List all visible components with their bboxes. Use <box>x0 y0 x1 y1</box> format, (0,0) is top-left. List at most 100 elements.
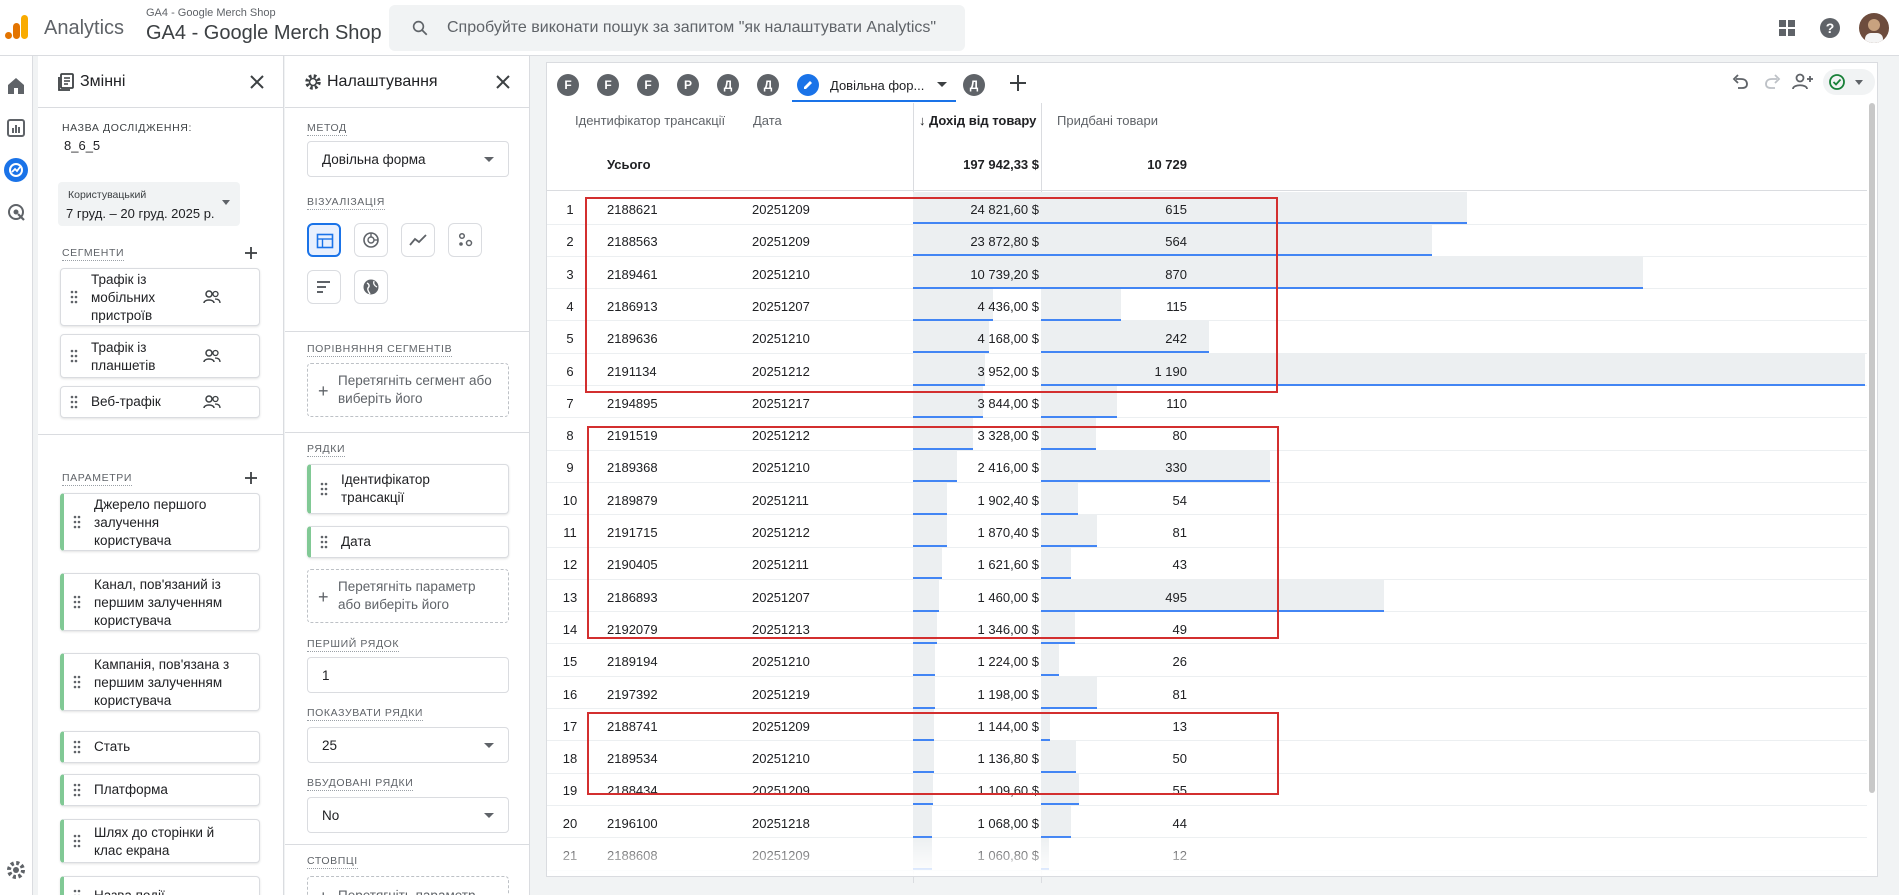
table-row[interactable]: 5 2189636 20251210 4 168,00 $ 242 <box>547 321 1867 354</box>
settings-icon <box>305 74 321 90</box>
dimension-chip[interactable]: Кампанія, пов'язана з першим залученням ко… <box>60 653 260 711</box>
table-row[interactable]: 4 2186913 20251207 4 436,00 $ 115 <box>547 288 1867 322</box>
drag-handle-icon[interactable] <box>320 482 328 496</box>
drag-handle-icon[interactable] <box>70 290 78 304</box>
drag-handle-icon[interactable] <box>73 675 81 689</box>
table-row[interactable]: 8 2191519 20251212 3 328,00 $ 80 <box>547 418 1867 451</box>
table-viz-button[interactable] <box>307 223 341 257</box>
sort-arrow-icon[interactable]: ↓ <box>919 113 926 128</box>
search-input[interactable] <box>447 13 947 43</box>
drag-handle-icon[interactable] <box>73 783 81 797</box>
dimension-chip[interactable]: Шлях до сторінки й клас екрана <box>60 819 260 863</box>
drag-handle-icon[interactable] <box>320 535 328 549</box>
date-range-picker[interactable]: Користувацький 7 груд. – 20 груд. 2025 р… <box>58 182 240 226</box>
table-row[interactable]: 2 2188563 20251209 23 872,80 $ 564 <box>547 224 1867 257</box>
line-viz-button[interactable] <box>401 223 435 257</box>
column-header-date[interactable]: Дата <box>753 113 782 128</box>
table-row[interactable]: 10 2189879 20251211 1 902,40 $ 54 <box>547 482 1867 516</box>
home-icon[interactable] <box>4 74 28 98</box>
close-icon[interactable] <box>247 72 267 92</box>
tab[interactable]: P <box>672 68 702 98</box>
reports-icon[interactable] <box>4 116 28 140</box>
property-name[interactable]: GA4 - Google Merch Shop <box>146 22 382 44</box>
drag-handle-icon[interactable] <box>70 349 78 363</box>
show-rows-select[interactable]: 25 <box>307 727 509 763</box>
add-tab-icon[interactable] <box>1002 67 1034 99</box>
tab[interactable]: F <box>592 68 622 98</box>
revenue-cell: 3 328,00 $ <box>977 428 1039 444</box>
dimension-chip[interactable]: Назва події <box>60 876 260 895</box>
close-icon[interactable] <box>493 72 513 92</box>
drag-handle-icon[interactable] <box>73 834 81 848</box>
analytics-logo-icon[interactable] <box>4 14 30 40</box>
table-row[interactable]: 13 2186893 20251207 1 460,00 $ 495 <box>547 579 1867 613</box>
tab[interactable]: F <box>632 68 662 98</box>
donut-viz-icon <box>363 232 379 248</box>
table-row[interactable]: 16 2197392 20251219 1 198,00 $ 81 <box>547 676 1867 709</box>
tab[interactable]: Д <box>752 68 782 98</box>
tab[interactable]: Д <box>958 68 988 98</box>
explore-icon[interactable] <box>4 158 28 182</box>
table-row[interactable]: 17 2188741 20251209 1 144,00 $ 13 <box>547 708 1867 742</box>
drag-handle-icon[interactable] <box>73 515 81 529</box>
search-box[interactable] <box>389 5 965 51</box>
table-row[interactable]: 15 2189194 20251210 1 224,00 $ 26 <box>547 644 1867 677</box>
row-drop-zone[interactable]: + Перетягніть параметр або виберіть його <box>307 569 509 623</box>
table-row[interactable]: 11 2191715 20251212 1 870,40 $ 81 <box>547 515 1867 548</box>
column-header-transaction-id[interactable]: Ідентифікатор трансакції <box>575 113 726 128</box>
help-icon[interactable]: ? <box>1818 16 1842 40</box>
drag-handle-icon[interactable] <box>70 395 78 409</box>
drag-handle-icon[interactable] <box>73 595 81 609</box>
row-index: 13 <box>562 589 578 605</box>
plus-icon[interactable] <box>242 244 260 262</box>
plus-icon[interactable] <box>242 469 260 487</box>
advertising-icon[interactable] <box>4 200 28 224</box>
column-header-item-revenue[interactable]: Дохід від товару <box>929 113 1037 128</box>
dimension-chip[interactable]: Платформа <box>60 774 260 806</box>
divider <box>285 331 529 332</box>
table-row[interactable]: 9 2189368 20251210 2 416,00 $ 330 <box>547 450 1867 483</box>
dimension-chip[interactable]: Джерело першого залучення користувача <box>60 493 260 551</box>
drag-handle-icon[interactable] <box>73 740 81 754</box>
geo-viz-button[interactable] <box>354 270 388 304</box>
segment-drop-zone[interactable]: + Перетягніть сегмент або виберіть його <box>307 363 509 417</box>
settings-gear-icon[interactable] <box>4 858 28 882</box>
donut-viz-button[interactable] <box>354 223 388 257</box>
nested-rows-select[interactable]: No <box>307 797 509 833</box>
table-row[interactable]: 3 2189461 20251210 10 739,20 $ 870 <box>547 256 1867 290</box>
tab-active[interactable]: Довільна фор... <box>792 66 956 102</box>
drag-handle-icon[interactable] <box>73 889 81 895</box>
redo-icon[interactable] <box>1761 71 1783 93</box>
bar-viz-button[interactable] <box>307 270 341 304</box>
row-dimension-chip[interactable]: Ідентифікатор трансакції <box>307 464 509 514</box>
scatter-viz-button[interactable] <box>448 223 482 257</box>
dimension-chip[interactable]: Стать <box>60 731 260 763</box>
tab[interactable]: F <box>552 68 582 98</box>
table-row[interactable]: 14 2192079 20251213 1 346,00 $ 49 <box>547 611 1867 645</box>
column-drop-zone[interactable]: + Перетягніть параметр <box>307 876 509 895</box>
share-icon[interactable] <box>1791 70 1815 94</box>
tab-initial: F <box>637 74 659 96</box>
segment-chip[interactable]: Веб-трафік <box>60 386 260 418</box>
table-row[interactable]: 12 2190405 20251211 1 621,60 $ 43 <box>547 547 1867 580</box>
first-row-input[interactable]: 1 <box>307 657 509 693</box>
method-select[interactable]: Довільна форма <box>307 141 509 177</box>
undo-icon[interactable] <box>1730 71 1752 93</box>
chevron-down-icon[interactable] <box>937 82 947 87</box>
table-row[interactable]: 18 2189534 20251210 1 136,80 $ 50 <box>547 741 1867 774</box>
avatar[interactable] <box>1859 13 1889 43</box>
segment-chip[interactable]: Трафік із планшетів <box>60 334 260 378</box>
dimension-chip[interactable]: Канал, пов'язаний із першим залученням кор… <box>60 573 260 631</box>
account-path[interactable]: GA4 - Google Merch Shop <box>146 7 276 19</box>
scrollbar[interactable] <box>1869 103 1875 793</box>
app-name[interactable]: Analytics <box>44 17 125 39</box>
tab[interactable]: Д <box>712 68 742 98</box>
status-button[interactable] <box>1823 69 1875 95</box>
table-row[interactable]: 6 2191134 20251212 3 952,00 $ 1 190 <box>547 353 1867 386</box>
row-dimension-chip[interactable]: Дата <box>307 526 509 558</box>
column-header-items-purchased[interactable]: Придбані товари <box>1057 113 1158 128</box>
exploration-name-input[interactable]: 8_6_5 <box>64 138 101 153</box>
table-row[interactable]: 20 2196100 20251218 1 068,00 $ 44 <box>547 805 1867 839</box>
segment-chip[interactable]: Трафік із мобільних пристроїв <box>60 268 260 326</box>
apps-grid-icon[interactable] <box>1775 16 1799 40</box>
